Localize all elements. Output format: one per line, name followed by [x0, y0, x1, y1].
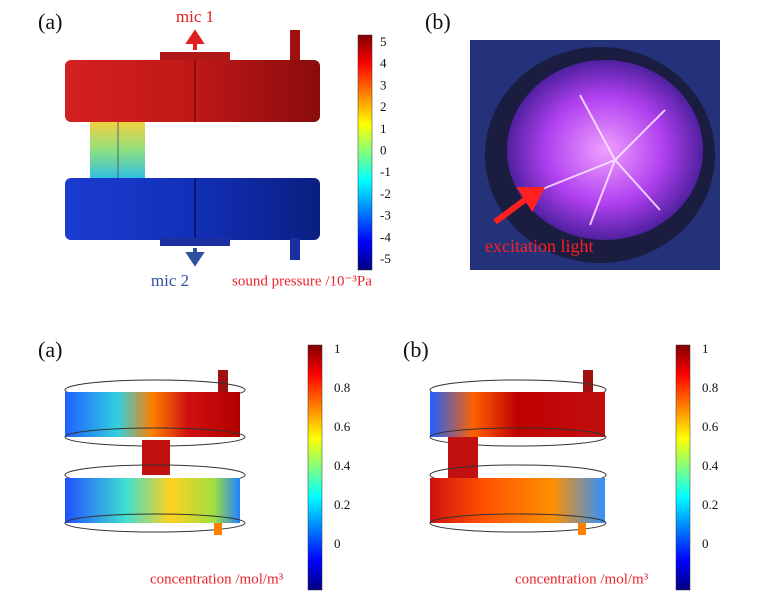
- colorbar-tick-label: 2: [380, 99, 387, 114]
- simulation: [429, 370, 607, 535]
- colorbar-title: sound pressure /10⁻³Pa: [232, 273, 372, 289]
- panel-label: (b): [425, 9, 451, 34]
- simulation: [64, 370, 246, 535]
- mic-port: [160, 52, 230, 62]
- colorbar-tick-label: 0: [702, 536, 709, 551]
- colorbar-tick-label: 1: [380, 121, 387, 136]
- colorbar-tick-label: 1: [334, 341, 341, 356]
- colorbar-tick-label: -2: [380, 186, 391, 201]
- colorbar-tick-label: 0: [334, 536, 341, 551]
- light-rays: [539, 94, 666, 226]
- panel-label: (a): [38, 9, 62, 34]
- arrow: [493, 187, 545, 225]
- colorbar: [675, 344, 691, 591]
- mic-label: mic 2: [151, 271, 189, 290]
- colorbar-tick-label: -5: [380, 251, 391, 266]
- annotation: excitation light: [485, 236, 593, 256]
- colorbar-tick-label: 0.4: [702, 458, 719, 473]
- colorbar-tick-label: -4: [380, 229, 391, 244]
- colorbar: [307, 344, 323, 591]
- colorbar-tick-label: 0.8: [334, 380, 350, 395]
- colorbar-tick-label: 3: [380, 77, 387, 92]
- colorbar-tick-label: 0.8: [702, 380, 718, 395]
- panel-label: (b): [403, 337, 429, 362]
- disc-bottom: [65, 178, 320, 240]
- colorbar-tick-label: 0.6: [702, 419, 719, 434]
- colorbar-title: concentration /mol/m³: [515, 571, 649, 587]
- pillar: [90, 122, 145, 178]
- colorbar: [357, 34, 373, 271]
- mic-port: [160, 238, 230, 246]
- colorbar-tick-label: 4: [380, 56, 387, 71]
- colorbar-tick-label: 1: [702, 341, 709, 356]
- colorbar-tick-label: 0.2: [334, 497, 350, 512]
- colorbar-tick-label: 0.6: [334, 419, 351, 434]
- colorbar-tick-label: -3: [380, 208, 391, 223]
- tube: [290, 30, 300, 64]
- arrow: [185, 248, 205, 267]
- colorbar-tick-label: 0: [380, 142, 387, 157]
- panel-label: (a): [38, 337, 62, 362]
- colorbar-tick-label: -1: [380, 164, 391, 179]
- colorbar-tick-label: 0.2: [702, 497, 718, 512]
- colorbar-title: concentration /mol/m³: [150, 571, 284, 587]
- colorbar-tick-label: 0.4: [334, 458, 351, 473]
- arrow: [185, 29, 205, 50]
- mic-label: mic 1: [176, 7, 214, 26]
- colorbar-tick-label: 5: [380, 34, 387, 49]
- cell-glow: [507, 60, 703, 240]
- tube: [290, 238, 300, 260]
- disc-top: [65, 60, 320, 122]
